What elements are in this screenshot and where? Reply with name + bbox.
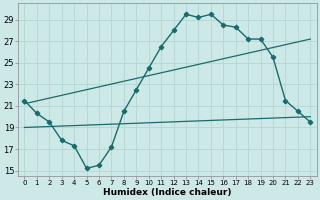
X-axis label: Humidex (Indice chaleur): Humidex (Indice chaleur) [103, 188, 232, 197]
